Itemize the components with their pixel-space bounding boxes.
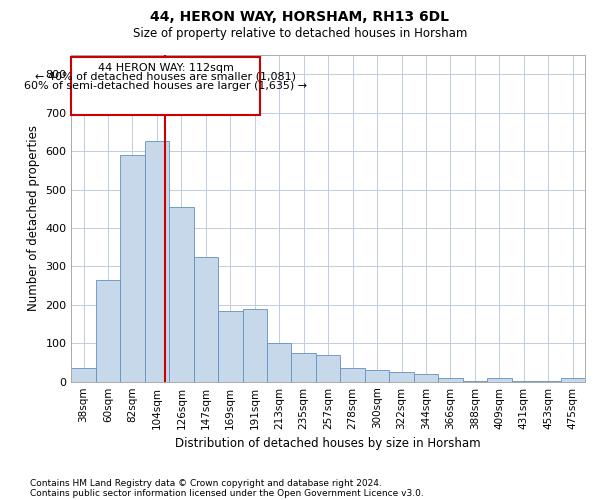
X-axis label: Distribution of detached houses by size in Horsham: Distribution of detached houses by size … <box>175 437 481 450</box>
Bar <box>414 374 438 382</box>
Bar <box>96 280 120 382</box>
Bar <box>463 381 487 382</box>
Bar <box>218 310 242 382</box>
Bar <box>145 142 169 382</box>
Bar <box>242 308 267 382</box>
Bar <box>316 355 340 382</box>
Text: Contains HM Land Registry data © Crown copyright and database right 2024.: Contains HM Land Registry data © Crown c… <box>30 478 382 488</box>
Bar <box>194 257 218 382</box>
Bar <box>340 368 365 382</box>
Bar <box>365 370 389 382</box>
Text: ← 40% of detached houses are smaller (1,081): ← 40% of detached houses are smaller (1,… <box>35 72 296 82</box>
Bar <box>487 378 512 382</box>
Bar <box>71 368 96 382</box>
Bar <box>536 381 560 382</box>
Text: Size of property relative to detached houses in Horsham: Size of property relative to detached ho… <box>133 28 467 40</box>
Y-axis label: Number of detached properties: Number of detached properties <box>27 126 40 312</box>
Bar <box>389 372 414 382</box>
Text: 44, HERON WAY, HORSHAM, RH13 6DL: 44, HERON WAY, HORSHAM, RH13 6DL <box>151 10 449 24</box>
FancyBboxPatch shape <box>71 57 260 114</box>
Text: 60% of semi-detached houses are larger (1,635) →: 60% of semi-detached houses are larger (… <box>24 81 307 91</box>
Bar <box>512 381 536 382</box>
Bar <box>560 378 585 382</box>
Bar <box>169 207 194 382</box>
Bar <box>438 378 463 382</box>
Text: 44 HERON WAY: 112sqm: 44 HERON WAY: 112sqm <box>98 64 233 74</box>
Bar <box>292 353 316 382</box>
Bar <box>120 155 145 382</box>
Bar <box>267 343 292 382</box>
Text: Contains public sector information licensed under the Open Government Licence v3: Contains public sector information licen… <box>30 488 424 498</box>
